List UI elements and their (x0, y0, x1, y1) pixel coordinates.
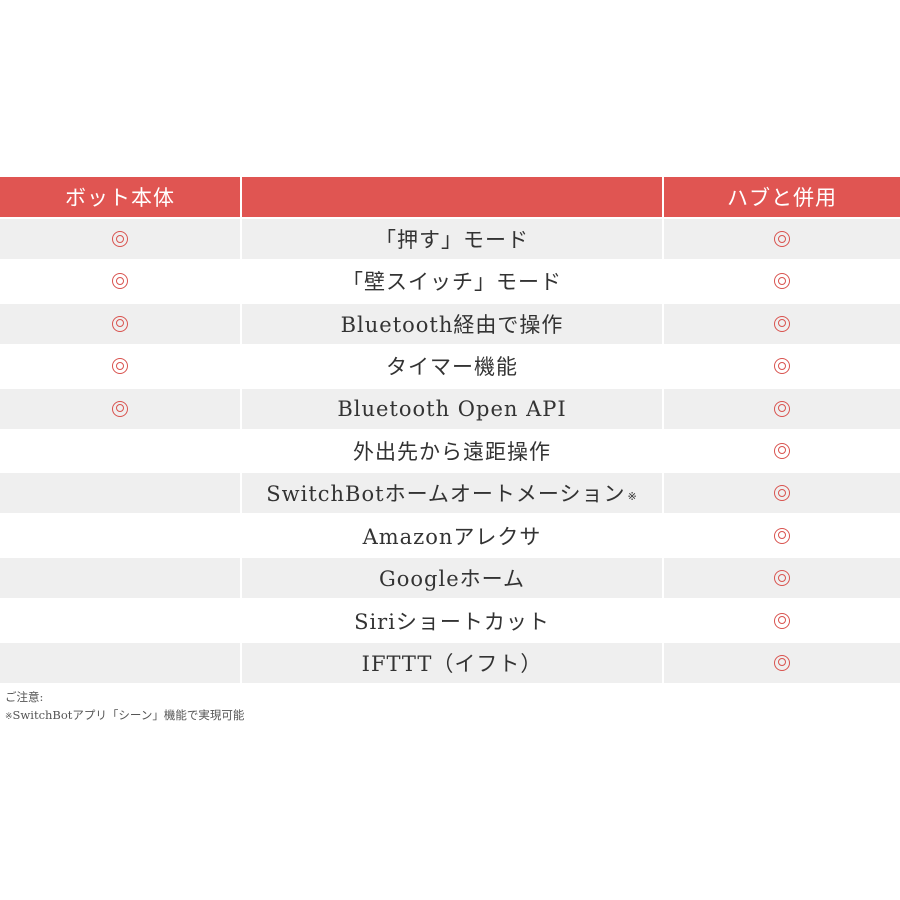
circle-double-icon (774, 358, 790, 375)
table-row: SwitchBotホームオートメーション ※ (0, 473, 900, 514)
table-row: Bluetooth経由で操作 (0, 303, 900, 344)
table-row: タイマー機能 (0, 346, 900, 387)
notes-ref-mark: ※ (5, 712, 13, 722)
feature-label: SwitchBotホームオートメーション (266, 482, 626, 507)
circle-double-icon (112, 315, 128, 332)
notes: ご注意: ※SwitchBotアプリ「シーン」機能で実現可能 (5, 688, 244, 726)
cell-hub (664, 430, 900, 471)
feature-label: Bluetooth経由で操作 (340, 312, 564, 337)
header-feature (242, 177, 662, 217)
notes-text: SwitchBotアプリ「シーン」機能で実現可能 (12, 708, 245, 722)
feature-label: 「壁スイッチ」モード (342, 270, 562, 295)
notes-title: ご注意: (5, 690, 44, 704)
cell-bot (0, 261, 240, 302)
circle-double-icon (112, 400, 128, 417)
cell-feature: Amazonアレクサ (242, 515, 662, 556)
cell-bot (0, 558, 240, 599)
circle-double-icon (774, 527, 790, 544)
feature-label: Amazonアレクサ (362, 524, 542, 549)
circle-double-icon (112, 231, 128, 247)
cell-hub (664, 600, 900, 641)
circle-double-icon (774, 315, 790, 332)
cell-hub (664, 473, 900, 514)
cell-bot (0, 600, 240, 641)
cell-feature: Bluetooth Open API (242, 388, 662, 429)
cell-bot (0, 388, 240, 429)
comparison-table: ボット本体 ハブと併用 「押す」モード「壁スイッチ」モード Bluetooth経由… (0, 177, 900, 685)
cell-hub (664, 388, 900, 429)
cell-hub (664, 642, 900, 683)
cell-hub (664, 346, 900, 387)
header-hub: ハブと併用 (664, 177, 900, 217)
circle-double-icon (774, 654, 790, 671)
table-header: ボット本体 ハブと併用 (0, 177, 900, 217)
cell-feature: Googleホーム (242, 558, 662, 599)
circle-double-icon (774, 442, 790, 459)
feature-label: IFTTT（イフト） (361, 651, 543, 676)
table-row: Googleホーム (0, 558, 900, 599)
table-row: Amazonアレクサ (0, 515, 900, 556)
cell-feature: IFTTT（イフト） (242, 642, 662, 683)
cell-feature: Siriショートカット (242, 600, 662, 641)
cell-hub (664, 558, 900, 599)
feature-label: Bluetooth Open API (337, 396, 567, 421)
table-row: 「壁スイッチ」モード (0, 261, 900, 302)
cell-hub (664, 219, 900, 259)
feature-label: Googleホーム (378, 567, 526, 592)
circle-double-icon (774, 612, 790, 629)
circle-double-icon (112, 358, 128, 375)
cell-bot (0, 303, 240, 344)
cell-hub (664, 261, 900, 302)
cell-hub (664, 515, 900, 556)
cell-bot (0, 515, 240, 556)
circle-double-icon (774, 231, 790, 247)
cell-feature: 外出先から遠距操作 (242, 430, 662, 471)
table-row: Siriショートカット (0, 600, 900, 641)
cell-feature: 「壁スイッチ」モード (242, 261, 662, 302)
header-bot: ボット本体 (0, 177, 240, 217)
circle-double-icon (774, 570, 790, 587)
circle-double-icon (774, 273, 790, 290)
feature-label: Siriショートカット (354, 609, 550, 634)
footnote-mark: ※ (627, 490, 638, 504)
feature-label: 「押す」モード (375, 228, 529, 252)
feature-label: 外出先から遠距操作 (353, 439, 551, 464)
circle-double-icon (112, 273, 128, 290)
table-row: 外出先から遠距操作 (0, 430, 900, 471)
notes-text-line: ※SwitchBotアプリ「シーン」機能で実現可能 (5, 706, 244, 726)
cell-bot (0, 473, 240, 514)
cell-bot (0, 219, 240, 259)
table-row: Bluetooth Open API (0, 388, 900, 429)
cell-feature: Bluetooth経由で操作 (242, 303, 662, 344)
cell-feature: タイマー機能 (242, 346, 662, 387)
table-body: 「押す」モード「壁スイッチ」モード Bluetooth経由で操作 タイマー機能 Blu… (0, 219, 900, 683)
cell-bot (0, 642, 240, 683)
circle-double-icon (774, 485, 790, 502)
cell-bot (0, 430, 240, 471)
cell-feature: SwitchBotホームオートメーション ※ (242, 473, 662, 514)
table-row: 「押す」モード (0, 219, 900, 259)
table-row: IFTTT（イフト） (0, 642, 900, 683)
cell-hub (664, 303, 900, 344)
circle-double-icon (774, 400, 790, 417)
feature-label: タイマー機能 (386, 355, 518, 380)
cell-bot (0, 346, 240, 387)
cell-feature: 「押す」モード (242, 219, 662, 259)
